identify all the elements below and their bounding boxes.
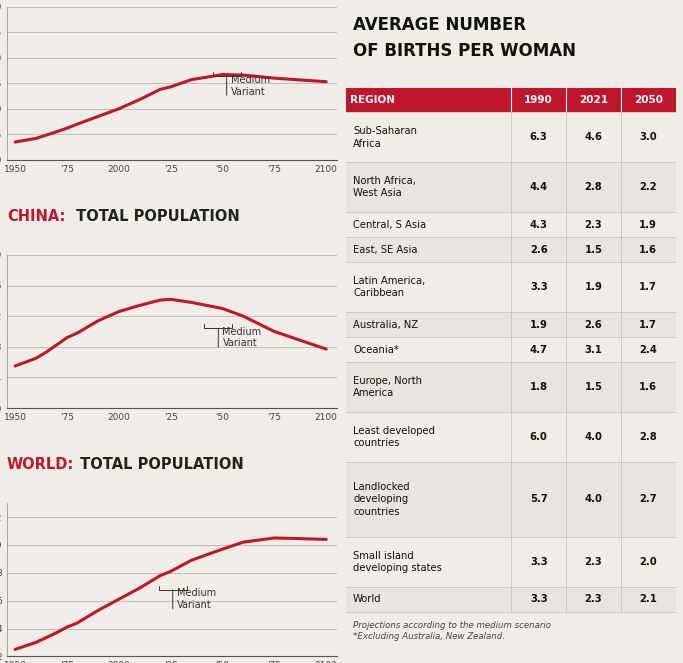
Text: Small island
developing states: Small island developing states bbox=[353, 551, 442, 573]
Text: 2.6: 2.6 bbox=[530, 245, 548, 255]
Bar bbox=[346, 587, 676, 612]
Text: 1.9: 1.9 bbox=[639, 219, 657, 229]
Bar bbox=[346, 537, 676, 587]
Text: 2.3: 2.3 bbox=[585, 557, 602, 567]
Text: 1.6: 1.6 bbox=[639, 245, 657, 255]
Text: North Africa,
West Asia: North Africa, West Asia bbox=[353, 176, 416, 198]
Text: 3.3: 3.3 bbox=[530, 557, 548, 567]
Text: AVERAGE NUMBER: AVERAGE NUMBER bbox=[353, 17, 526, 34]
Text: Projections according to the medium scenario
*Excluding Australia, New Zealand.: Projections according to the medium scen… bbox=[353, 621, 551, 641]
Text: TOTAL POPULATION: TOTAL POPULATION bbox=[72, 210, 240, 224]
Text: Least developed
countries: Least developed countries bbox=[353, 426, 435, 448]
Text: 2.6: 2.6 bbox=[585, 320, 602, 330]
Text: 4.3: 4.3 bbox=[530, 219, 548, 229]
Text: 1.5: 1.5 bbox=[585, 382, 602, 392]
Text: 2.1: 2.1 bbox=[639, 595, 657, 605]
Bar bbox=[346, 312, 676, 337]
Text: 3.1: 3.1 bbox=[585, 345, 602, 355]
Bar bbox=[346, 162, 676, 212]
Text: 2.3: 2.3 bbox=[585, 595, 602, 605]
Text: 4.7: 4.7 bbox=[530, 345, 548, 355]
Text: 2.2: 2.2 bbox=[639, 182, 657, 192]
Text: 1.9: 1.9 bbox=[530, 320, 548, 330]
Text: 6.0: 6.0 bbox=[530, 432, 548, 442]
Text: 1990: 1990 bbox=[525, 95, 553, 105]
Bar bbox=[346, 88, 676, 112]
Text: Latin America,
Caribbean: Latin America, Caribbean bbox=[353, 276, 426, 298]
Text: East, SE Asia: East, SE Asia bbox=[353, 245, 417, 255]
Text: CHINA:: CHINA: bbox=[7, 210, 65, 224]
Text: 2.8: 2.8 bbox=[585, 182, 602, 192]
Text: 2021: 2021 bbox=[579, 95, 608, 105]
Bar bbox=[346, 337, 676, 362]
Bar bbox=[346, 212, 676, 237]
Text: 2.3: 2.3 bbox=[585, 219, 602, 229]
Text: 2.4: 2.4 bbox=[639, 345, 657, 355]
Text: 4.6: 4.6 bbox=[585, 133, 602, 143]
Text: 1.5: 1.5 bbox=[585, 245, 602, 255]
Bar bbox=[346, 462, 676, 537]
Text: 1.7: 1.7 bbox=[639, 320, 657, 330]
Text: REGION: REGION bbox=[350, 95, 395, 105]
Text: 2.8: 2.8 bbox=[639, 432, 657, 442]
Text: 2050: 2050 bbox=[634, 95, 663, 105]
Text: Australia, NZ: Australia, NZ bbox=[353, 320, 418, 330]
Text: 1.9: 1.9 bbox=[585, 282, 602, 292]
Text: 4.0: 4.0 bbox=[585, 495, 602, 505]
Text: Central, S Asia: Central, S Asia bbox=[353, 219, 426, 229]
Text: World: World bbox=[353, 595, 382, 605]
Bar bbox=[346, 237, 676, 262]
Text: Sub-Saharan
Africa: Sub-Saharan Africa bbox=[353, 126, 417, 149]
Text: 3.0: 3.0 bbox=[639, 133, 657, 143]
Text: Medium
Variant: Medium Variant bbox=[231, 75, 270, 97]
Text: Europe, North
America: Europe, North America bbox=[353, 376, 422, 398]
Bar bbox=[346, 262, 676, 312]
Text: 5.7: 5.7 bbox=[530, 495, 548, 505]
Text: 1.6: 1.6 bbox=[639, 382, 657, 392]
Text: 4.4: 4.4 bbox=[529, 182, 548, 192]
Text: 2.7: 2.7 bbox=[639, 495, 657, 505]
Text: 2.0: 2.0 bbox=[639, 557, 657, 567]
Text: OF BIRTHS PER WOMAN: OF BIRTHS PER WOMAN bbox=[353, 42, 576, 60]
Text: 3.3: 3.3 bbox=[530, 595, 548, 605]
Text: 3.3: 3.3 bbox=[530, 282, 548, 292]
Bar bbox=[346, 412, 676, 462]
Text: Oceania*: Oceania* bbox=[353, 345, 399, 355]
Text: WORLD:: WORLD: bbox=[7, 457, 74, 473]
Text: Medium
Variant: Medium Variant bbox=[177, 589, 216, 610]
Text: Medium
Variant: Medium Variant bbox=[223, 327, 262, 349]
Text: 4.0: 4.0 bbox=[585, 432, 602, 442]
Text: 1.7: 1.7 bbox=[639, 282, 657, 292]
Text: TOTAL POPULATION: TOTAL POPULATION bbox=[75, 457, 244, 473]
Bar bbox=[346, 112, 676, 162]
Text: 1.8: 1.8 bbox=[530, 382, 548, 392]
Text: 6.3: 6.3 bbox=[530, 133, 548, 143]
Bar bbox=[346, 362, 676, 412]
Text: Landlocked
developing
countries: Landlocked developing countries bbox=[353, 482, 410, 517]
